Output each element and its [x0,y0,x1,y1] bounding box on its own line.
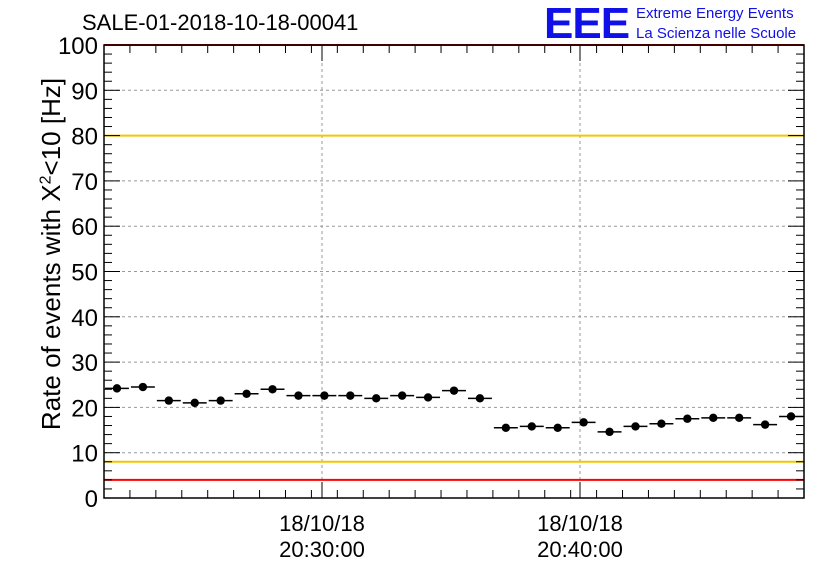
logo-caption: Extreme Energy Events La Scienza nelle S… [636,4,796,44]
y-tick-label: 70 [71,169,98,196]
data-point [475,394,485,403]
y-axis-label: Rate of events with X2<10 [Hz] [36,34,67,474]
data-point [605,427,614,437]
y-tick-label: 20 [71,395,98,422]
data-point [397,391,407,400]
data-point [449,386,459,395]
data-point [268,385,277,394]
y-tick-label: 60 [71,214,98,241]
chart-title: SALE-01-2018-10-18-00041 [82,10,359,35]
data-point [372,394,381,403]
data-point [734,413,744,423]
data-point [786,412,796,421]
data-point [346,391,355,400]
x-tick-label-date: 18/10/18 [537,511,623,536]
data-point [294,391,303,400]
data-point [138,382,148,392]
x-tick-label-time: 20:30:00 [279,537,365,562]
data-point [501,423,511,432]
x-tick-label-date: 18/10/18 [279,511,365,536]
y-tick-label: 40 [71,305,98,332]
data-point [760,420,770,429]
data-point [164,396,174,405]
eee-logo: EEE [544,0,630,48]
y-axis-label-prefix: Rate of events with X [36,184,66,431]
data-point [527,422,536,431]
data-point [631,422,640,431]
x-tick-label-time: 20:40:00 [537,537,623,562]
y-axis-label-suffix: <10 [Hz] [36,77,66,176]
y-tick-label: 10 [71,441,98,468]
y-tick-label: 100 [58,33,98,60]
data-point [190,398,199,408]
data-point [112,384,122,393]
y-tick-label: 0 [85,486,98,513]
y-tick-label: 30 [71,350,98,377]
y-axis-label-sup: 2 [37,175,55,185]
data-point [216,396,225,405]
data-point [579,418,588,427]
logo-line-2: La Scienza nelle Scuole [636,25,797,42]
data-point [683,414,692,423]
data-point [553,423,562,432]
y-tick-label: 90 [71,78,98,105]
data-point [657,419,666,428]
data-point [242,389,251,399]
y-tick-label: 50 [71,260,98,287]
data-point [423,393,433,402]
data-point [709,413,718,423]
data-point [320,391,329,400]
y-tick-label: 80 [71,124,98,151]
logo-line-1: Extreme Energy Events [636,5,794,22]
